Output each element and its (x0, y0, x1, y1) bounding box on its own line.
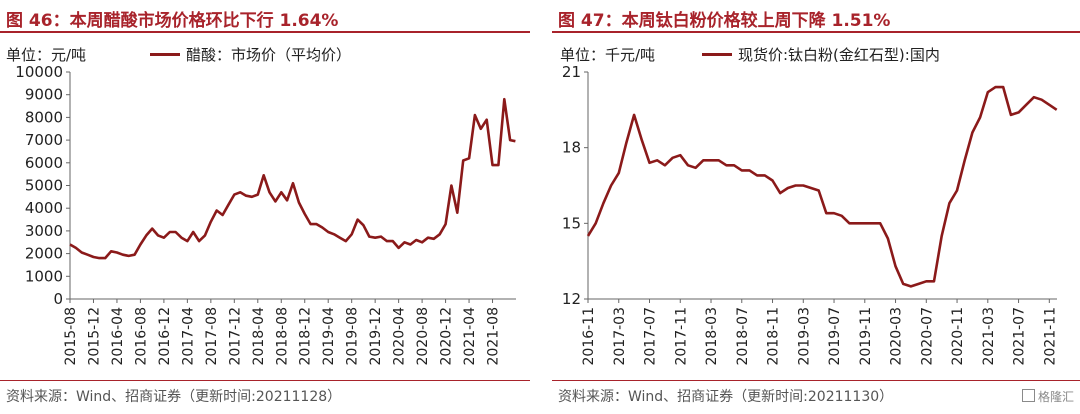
x-tick-label: 2017-12 (227, 307, 243, 366)
figure-title: 图 46：本周醋酸市场价格环比下行 1.64% (6, 11, 339, 31)
x-tick-label: 2021-03 (981, 307, 997, 366)
source-note: 资料来源：Wind、招商证券（更新时间:20211130） (558, 389, 894, 405)
watermark: 格隆汇 (1021, 388, 1074, 405)
chart-panel-titanium-dioxide: 图 47：本周钛白粉价格较上周下降 1.51% 单位：千元/吨 现货价:钛白粉(… (552, 0, 1080, 414)
x-tick-label: 2020-08 (415, 307, 431, 366)
y-tick-label: 1000 (25, 267, 63, 285)
x-tick-label: 2019-08 (345, 307, 361, 366)
x-tick-label: 2018-07 (735, 307, 751, 366)
x-tick-label: 2021-07 (1012, 307, 1028, 366)
x-tick-label: 2017-08 (204, 307, 220, 366)
y-tick-label: 5000 (25, 177, 63, 195)
y-tick-label: 3000 (25, 222, 63, 240)
y-tick-label: 15 (562, 214, 581, 232)
x-tick-label: 2017-04 (180, 307, 196, 366)
unit-label: 单位：元/吨 (6, 46, 87, 64)
x-tick-label: 2018-12 (298, 307, 314, 366)
y-tick-label: 6000 (25, 154, 63, 172)
y-tick-label: 2000 (25, 245, 63, 263)
y-tick-label: 9000 (25, 86, 63, 104)
y-tick-label: 21 (562, 63, 581, 81)
x-tick-label: 2019-12 (368, 307, 384, 366)
x-tick-label: 2020-12 (439, 307, 455, 366)
x-tick-label: 2016-08 (133, 307, 149, 366)
x-tick-label: 2019-07 (827, 307, 843, 366)
x-tick-label: 2021-04 (462, 307, 478, 366)
y-tick-label: 12 (562, 290, 581, 308)
x-tick-label: 2017-07 (643, 307, 659, 366)
y-tick-label: 18 (562, 139, 581, 157)
x-tick-label: 2017-11 (673, 307, 689, 366)
x-tick-label: 2016-04 (110, 307, 126, 366)
x-tick-label: 2018-04 (251, 307, 267, 366)
source-note: 资料来源：Wind、招商证券（更新时间:20211128） (6, 389, 342, 405)
legend-swatch (702, 53, 732, 56)
x-tick-label: 2016-11 (581, 307, 597, 366)
watermark-text: 格隆汇 (1037, 390, 1074, 404)
legend-label: 醋酸：市场价（平均价） (186, 46, 352, 64)
x-tick-label: 2021-08 (486, 307, 502, 366)
y-tick-label: 7000 (25, 131, 63, 149)
title-divider (552, 31, 1080, 33)
unit-label: 单位：千元/吨 (560, 46, 656, 64)
x-tick-label: 2020-03 (889, 307, 905, 366)
y-tick-label: 10000 (15, 63, 63, 81)
watermark-icon (1021, 389, 1035, 402)
y-tick-label: 8000 (25, 108, 63, 126)
x-tick-label: 2019-04 (321, 307, 337, 366)
source-divider (552, 380, 1080, 381)
series-line (69, 97, 516, 260)
y-tick-label: 0 (53, 290, 63, 308)
source-divider (0, 380, 530, 381)
x-tick-label: 2021-11 (1042, 307, 1058, 366)
legend-swatch (150, 53, 180, 56)
title-divider (0, 31, 530, 33)
legend-label: 现货价:钛白粉(金红石型):国内 (738, 46, 940, 64)
x-tick-label: 2020-11 (950, 307, 966, 366)
figure-title: 图 47：本周钛白粉价格较上周下降 1.51% (558, 11, 891, 31)
chart-panel-acetic-acid: 图 46：本周醋酸市场价格环比下行 1.64% 单位：元/吨 醋酸：市场价（平均… (0, 0, 530, 414)
x-tick-label: 2018-08 (274, 307, 290, 366)
x-tick-label: 2017-03 (612, 307, 628, 366)
x-tick-label: 2018-11 (766, 307, 782, 366)
chart-canvas: 12 15 18 21 2016-11 2017-03 2017-07 2017-11 2018… (562, 63, 1058, 366)
x-tick-label: 2018-03 (704, 307, 720, 366)
x-tick-label: 2019-11 (858, 307, 874, 366)
legend: 醋酸：市场价（平均价） (150, 44, 351, 65)
chart-canvas: 0 1000 2000 3000 4000 5000 6000 7000 8000 9000 100… (15, 63, 516, 366)
x-tick-label: 2015-12 (86, 307, 102, 366)
legend: 现货价:钛白粉(金红石型):国内 (702, 44, 940, 65)
x-tick-label: 2019-03 (796, 307, 812, 366)
x-tick-label: 2020-04 (392, 307, 408, 366)
x-tick-label: 2015-08 (63, 307, 79, 366)
y-tick-label: 4000 (25, 199, 63, 217)
x-tick-label: 2020-07 (919, 307, 935, 366)
series-line (586, 85, 1058, 288)
x-tick-label: 2016-12 (157, 307, 173, 366)
